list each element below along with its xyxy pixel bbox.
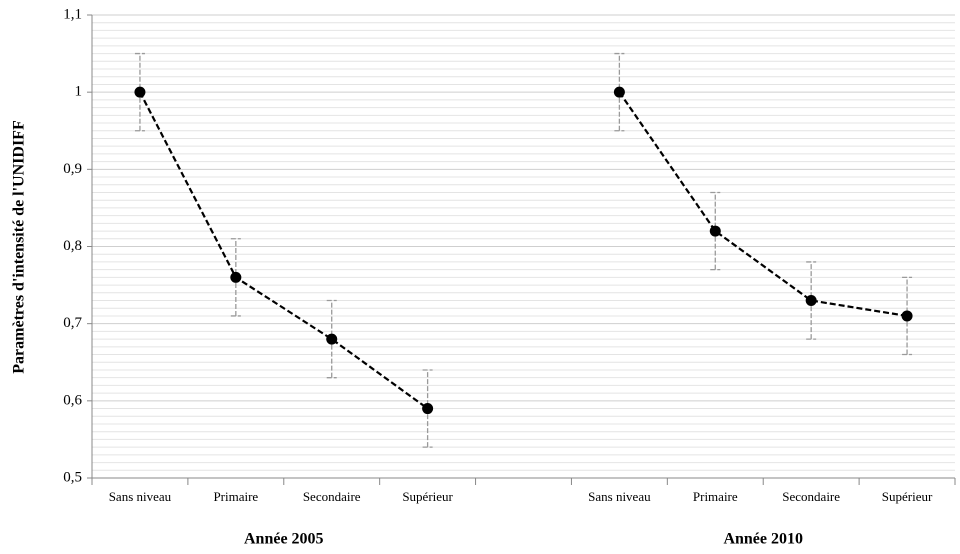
- y-tick-label: 0,6: [63, 392, 82, 408]
- point: [422, 403, 434, 415]
- y-tick-label: 1,1: [63, 6, 82, 22]
- point: [613, 86, 625, 98]
- x-tick-label: Primaire: [693, 489, 738, 504]
- y-axis-label: Paramètres d'intensité de l'UNIDIFF: [11, 120, 28, 374]
- x-tick-label: Supérieur: [402, 489, 453, 504]
- point: [326, 333, 338, 345]
- point: [134, 86, 146, 98]
- x-tick-label: Sans niveau: [109, 489, 172, 504]
- group-label: Année 2010: [723, 531, 803, 548]
- x-tick-label: Primaire: [213, 489, 258, 504]
- x-tick-label: Sans niveau: [588, 489, 651, 504]
- y-tick-label: 0,5: [63, 469, 82, 485]
- y-tick-label: 0,9: [63, 161, 82, 177]
- x-tick-label: Supérieur: [882, 489, 933, 504]
- point: [230, 271, 242, 283]
- y-tick-label: 1: [75, 84, 83, 100]
- y-tick-label: 0,7: [63, 315, 82, 331]
- point: [805, 295, 817, 307]
- point: [901, 310, 913, 322]
- point: [709, 225, 721, 237]
- x-tick-label: Secondaire: [303, 489, 361, 504]
- line: [138, 91, 908, 410]
- x-tick-label: Secondaire: [782, 489, 840, 504]
- y-tick-label: 0,8: [63, 238, 82, 254]
- group-label: Année 2005: [244, 531, 324, 548]
